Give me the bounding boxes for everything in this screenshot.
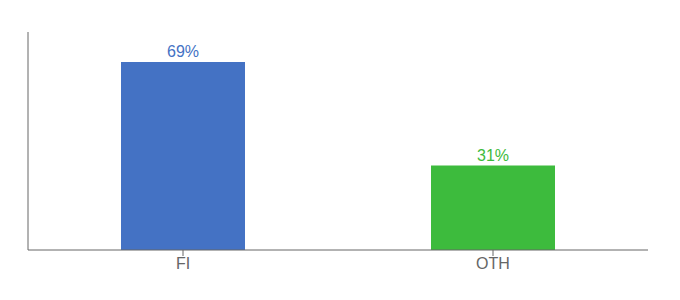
svg-text:31%: 31% [477,147,509,164]
svg-text:FI: FI [176,255,190,272]
svg-text:69%: 69% [167,43,199,60]
svg-text:OTH: OTH [476,255,510,272]
